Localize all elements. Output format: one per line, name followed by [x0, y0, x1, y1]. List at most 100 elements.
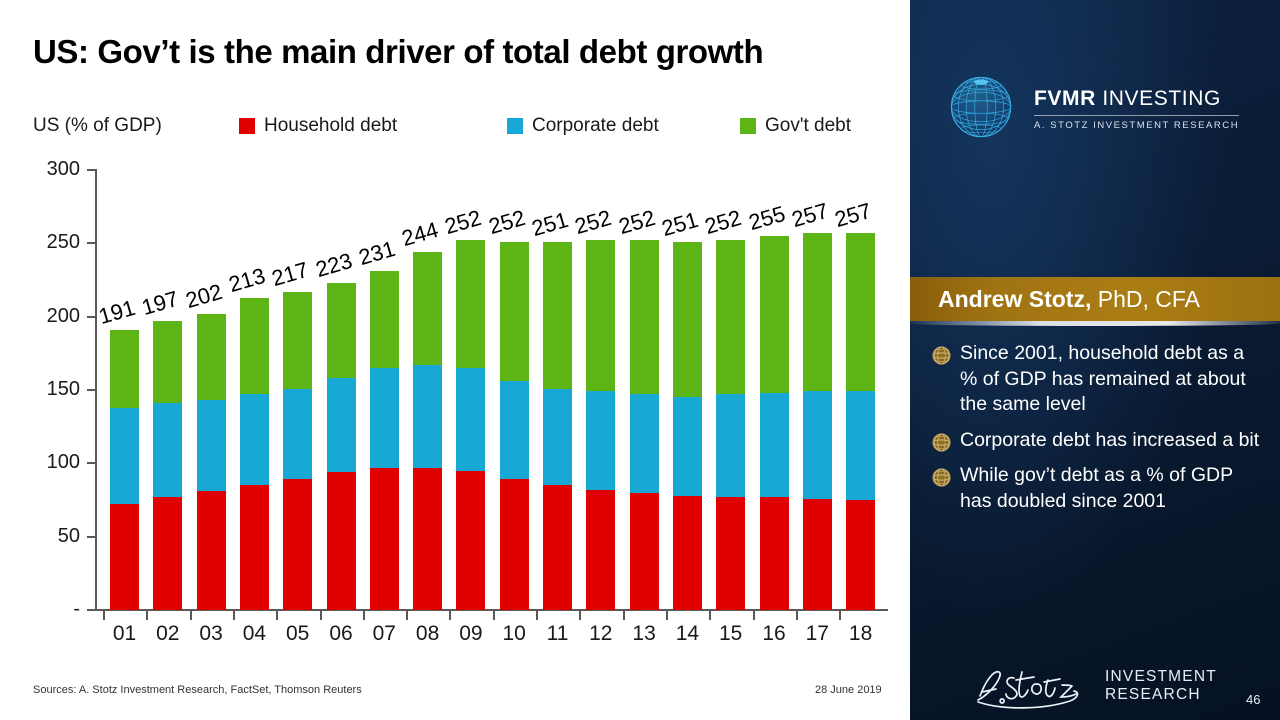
- x-axis-tick: [536, 611, 538, 620]
- bar-segment-corporate-debt[interactable]: [629, 394, 659, 493]
- bar-column[interactable]: [239, 170, 269, 610]
- bar-segment-gov-t-debt[interactable]: [846, 233, 876, 392]
- bar-column[interactable]: [196, 170, 226, 610]
- bullet-item: Since 2001, household debt as a % of GDP…: [932, 341, 1262, 418]
- y-axis-tick: [87, 609, 97, 611]
- bar-segment-gov-t-debt[interactable]: [456, 240, 486, 368]
- bar-segment-corporate-debt[interactable]: [413, 365, 443, 468]
- bar-segment-household-debt[interactable]: [629, 492, 659, 610]
- legend-label-corporate: Corporate debt: [532, 115, 659, 136]
- y-axis-label: 150: [46, 378, 80, 400]
- bar-segment-household-debt[interactable]: [239, 485, 269, 610]
- bar-segment-gov-t-debt[interactable]: [543, 241, 572, 389]
- chart-legend: US (% of GDP) Household debt Corporate d…: [33, 112, 883, 142]
- bar-segment-household-debt[interactable]: [716, 497, 746, 610]
- x-axis-tick: [319, 611, 322, 620]
- bar-segment-corporate-debt[interactable]: [672, 397, 702, 496]
- bar-segment-household-debt[interactable]: [543, 485, 572, 610]
- bar-column[interactable]: [369, 170, 399, 610]
- bar-segment-household-debt[interactable]: [326, 472, 356, 610]
- bar-segment-corporate-debt[interactable]: [716, 394, 746, 498]
- bar-segment-household-debt[interactable]: [672, 495, 702, 610]
- bar-column[interactable]: [456, 170, 486, 610]
- y-axis-tick: [87, 169, 97, 171]
- x-axis-tick: [406, 611, 409, 620]
- bar-segment-corporate-debt[interactable]: [196, 400, 226, 492]
- bar-segment-household-debt[interactable]: [196, 491, 226, 610]
- bar-column[interactable]: [802, 170, 832, 610]
- bar-segment-corporate-debt[interactable]: [369, 368, 399, 468]
- x-axis-tick: [189, 611, 192, 620]
- bar-segment-gov-t-debt[interactable]: [759, 236, 789, 393]
- bar-segment-corporate-debt[interactable]: [456, 368, 486, 471]
- bottom-logo-text: INVESTMENT RESEARCH: [1105, 668, 1217, 704]
- bar-segment-gov-t-debt[interactable]: [196, 313, 226, 401]
- bar-segment-corporate-debt[interactable]: [543, 388, 572, 486]
- legend-item-govt-debt[interactable]: Gov't debt: [740, 112, 851, 140]
- legend-item-corporate-debt[interactable]: Corporate debt: [507, 112, 659, 140]
- bar-segment-gov-t-debt[interactable]: [672, 241, 702, 398]
- bar-column[interactable]: [672, 170, 702, 610]
- bar-segment-household-debt[interactable]: [802, 498, 832, 610]
- bar-column[interactable]: [846, 170, 876, 610]
- bar-column[interactable]: [110, 170, 139, 610]
- bar-segment-household-debt[interactable]: [153, 497, 183, 610]
- globe-bullet-icon: [932, 468, 951, 487]
- bar-segment-corporate-debt[interactable]: [802, 391, 832, 499]
- bar-segment-gov-t-debt[interactable]: [413, 252, 443, 366]
- bar-column[interactable]: [499, 170, 529, 610]
- bar-segment-gov-t-debt[interactable]: [802, 233, 832, 392]
- bar-segment-household-debt[interactable]: [456, 470, 486, 610]
- bar-segment-gov-t-debt[interactable]: [239, 297, 269, 395]
- bar-segment-corporate-debt[interactable]: [846, 391, 876, 500]
- bar-column[interactable]: [543, 170, 572, 610]
- bar-segment-household-debt[interactable]: [846, 500, 876, 610]
- bar-segment-household-debt[interactable]: [283, 479, 313, 610]
- bar-segment-gov-t-debt[interactable]: [499, 241, 529, 382]
- bar-segment-corporate-debt[interactable]: [499, 381, 529, 480]
- bar-segment-gov-t-debt[interactable]: [110, 329, 139, 408]
- bar-segment-household-debt[interactable]: [369, 467, 399, 610]
- bar-segment-gov-t-debt[interactable]: [283, 291, 313, 389]
- bar-segment-corporate-debt[interactable]: [759, 392, 789, 498]
- legend-item-household-debt[interactable]: Household debt: [239, 112, 397, 140]
- bar-column[interactable]: [326, 170, 356, 610]
- bar-segment-gov-t-debt[interactable]: [716, 240, 746, 395]
- bar-segment-corporate-debt[interactable]: [110, 407, 139, 505]
- bar-column[interactable]: [283, 170, 313, 610]
- legend-swatch-icon-corporate: [507, 118, 523, 134]
- x-axis-line: [95, 609, 888, 611]
- bar-column[interactable]: [629, 170, 659, 610]
- y-axis-label: 300: [46, 158, 80, 180]
- bar-column[interactable]: [759, 170, 789, 610]
- bar-segment-household-debt[interactable]: [413, 467, 443, 610]
- bar-column[interactable]: [153, 170, 183, 610]
- bar-segment-gov-t-debt[interactable]: [369, 271, 399, 368]
- x-axis-label: 03: [199, 622, 223, 645]
- bar-segment-corporate-debt[interactable]: [586, 391, 616, 490]
- logo-title-light: INVESTING: [1095, 87, 1221, 110]
- bar-segment-household-debt[interactable]: [759, 497, 789, 610]
- bar-segment-corporate-debt[interactable]: [283, 388, 313, 480]
- x-axis-label: 13: [632, 622, 656, 645]
- bar-column[interactable]: [716, 170, 746, 610]
- fvmr-logo: FVMR INVESTING A. STOTZ INVESTMENT RESEA…: [942, 64, 1254, 150]
- bar-segment-household-debt[interactable]: [110, 504, 139, 610]
- bar-segment-household-debt[interactable]: [499, 479, 529, 610]
- x-axis-label: 15: [719, 622, 743, 645]
- bar-segment-corporate-debt[interactable]: [239, 394, 269, 486]
- bar-segment-gov-t-debt[interactable]: [586, 240, 616, 392]
- bar-column[interactable]: [413, 170, 443, 610]
- bar-segment-gov-t-debt[interactable]: [629, 240, 659, 395]
- bar-segment-corporate-debt[interactable]: [153, 403, 183, 498]
- x-axis-tick: [752, 611, 755, 620]
- bar-segment-corporate-debt[interactable]: [326, 378, 356, 473]
- x-axis-tick: [449, 611, 452, 620]
- bar-segment-gov-t-debt[interactable]: [326, 282, 356, 379]
- bar-segment-gov-t-debt[interactable]: [153, 321, 183, 404]
- x-axis-label: 14: [675, 622, 700, 645]
- bar-segment-household-debt[interactable]: [586, 489, 616, 610]
- bottom-logo-line1: INVESTMENT: [1105, 668, 1217, 685]
- x-axis-label: 07: [372, 622, 396, 645]
- bar-column[interactable]: [586, 170, 616, 610]
